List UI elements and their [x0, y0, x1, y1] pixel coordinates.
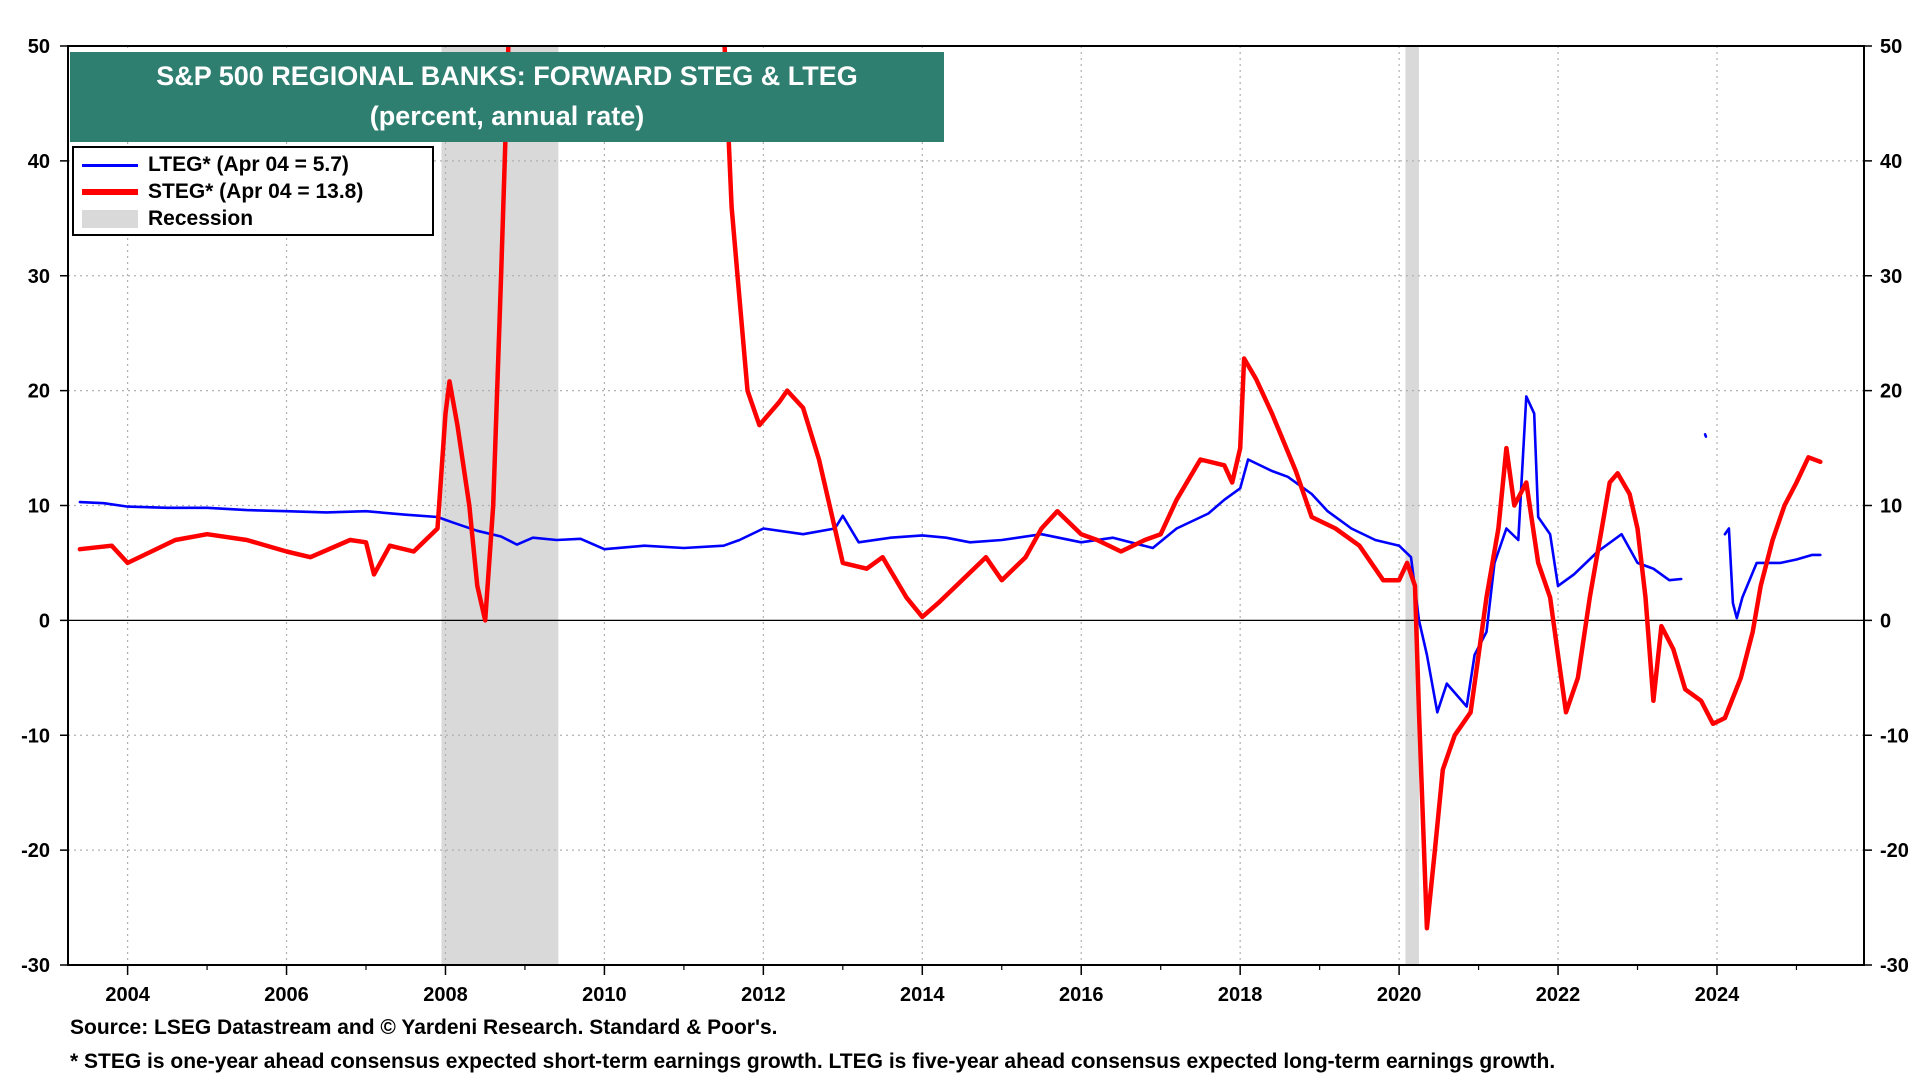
x-tick-label: 2024 — [1695, 984, 1740, 1006]
legend-item-recession: Recession — [82, 206, 253, 232]
y-tick-label-right: 40 — [1880, 151, 1902, 173]
legend-swatch-lteg — [82, 163, 138, 167]
y-tick-label-right: 20 — [1880, 381, 1902, 403]
legend-swatch-steg — [82, 189, 138, 195]
y-tick-label-right: -10 — [1880, 725, 1909, 747]
y-tick-label-left: -30 — [21, 955, 50, 977]
y-tick-label-left: -10 — [21, 725, 50, 747]
legend: LTEG* (Apr 04 = 5.7) STEG* (Apr 04 = 13.… — [72, 146, 434, 236]
series-lines — [77, 46, 1823, 931]
x-tick-label: 2020 — [1377, 984, 1422, 1006]
x-tick-label: 2012 — [741, 984, 786, 1006]
x-tick-label: 2014 — [900, 984, 945, 1006]
y-tick-label-right: 10 — [1880, 496, 1902, 518]
recession-bands — [441, 46, 1419, 965]
y-tick-label-right: 0 — [1880, 610, 1891, 632]
chart-subtitle: (percent, annual rate) — [369, 101, 645, 131]
x-axis-ticks: 2004 2006 2008 2010 2012 2014 2016 2018 2020 2022… — [105, 965, 1798, 1006]
legend-label-recession: Recession — [148, 207, 254, 230]
y-tick-label-left: -20 — [21, 840, 50, 862]
chart-title: S&P 500 REGIONAL BANKS: FORWARD STEG & L… — [156, 61, 858, 91]
legend-label-lteg: LTEG* (Apr 04 = 5.7) — [148, 153, 349, 176]
legend-item-lteg: LTEG* (Apr 04 = 5.7) — [82, 152, 349, 178]
source-note: Source: LSEG Datastream and © Yardeni Re… — [70, 1016, 778, 1039]
y-tick-label-left: 20 — [28, 381, 50, 403]
chart-title-box: S&P 500 REGIONAL BANKS: FORWARD STEG & L… — [70, 52, 944, 142]
y-tick-label-right: -20 — [1880, 840, 1909, 862]
y-tick-label-right: 50 — [1880, 36, 1902, 58]
x-tick-label: 2010 — [582, 984, 627, 1006]
y-axis-ticks: -30 -30 -20 -20 -10 -10 0 0 10 10 20 20 30 30 40 40 50 50 — [21, 36, 1909, 977]
y-tick-label-left: 50 — [28, 36, 50, 58]
series-line-lteg-1 — [1703, 433, 1708, 438]
series-line-lteg-2 — [1723, 527, 1822, 620]
x-tick-label: 2004 — [105, 984, 150, 1006]
x-tick-label: 2016 — [1059, 984, 1104, 1006]
y-tick-label-left: 30 — [28, 266, 50, 288]
x-tick-label: 2008 — [423, 984, 468, 1006]
legend-item-steg: STEG* (Apr 04 = 13.8) — [82, 179, 363, 205]
legend-swatch-recession — [82, 210, 138, 228]
x-tick-label: 2022 — [1536, 984, 1581, 1006]
definition-note: * STEG is one-year ahead consensus expec… — [70, 1050, 1556, 1073]
y-tick-label-left: 40 — [28, 151, 50, 173]
x-tick-label: 2006 — [264, 984, 309, 1006]
y-tick-label-left: 10 — [28, 496, 50, 518]
recession-band-0 — [441, 46, 559, 965]
series-line-steg — [77, 46, 1823, 931]
x-tick-label: 2018 — [1218, 984, 1263, 1006]
legend-label-steg: STEG* (Apr 04 = 13.8) — [148, 180, 364, 203]
y-tick-label-right: -30 — [1880, 955, 1909, 977]
y-tick-label-left: 0 — [39, 610, 50, 632]
y-tick-label-right: 30 — [1880, 266, 1902, 288]
